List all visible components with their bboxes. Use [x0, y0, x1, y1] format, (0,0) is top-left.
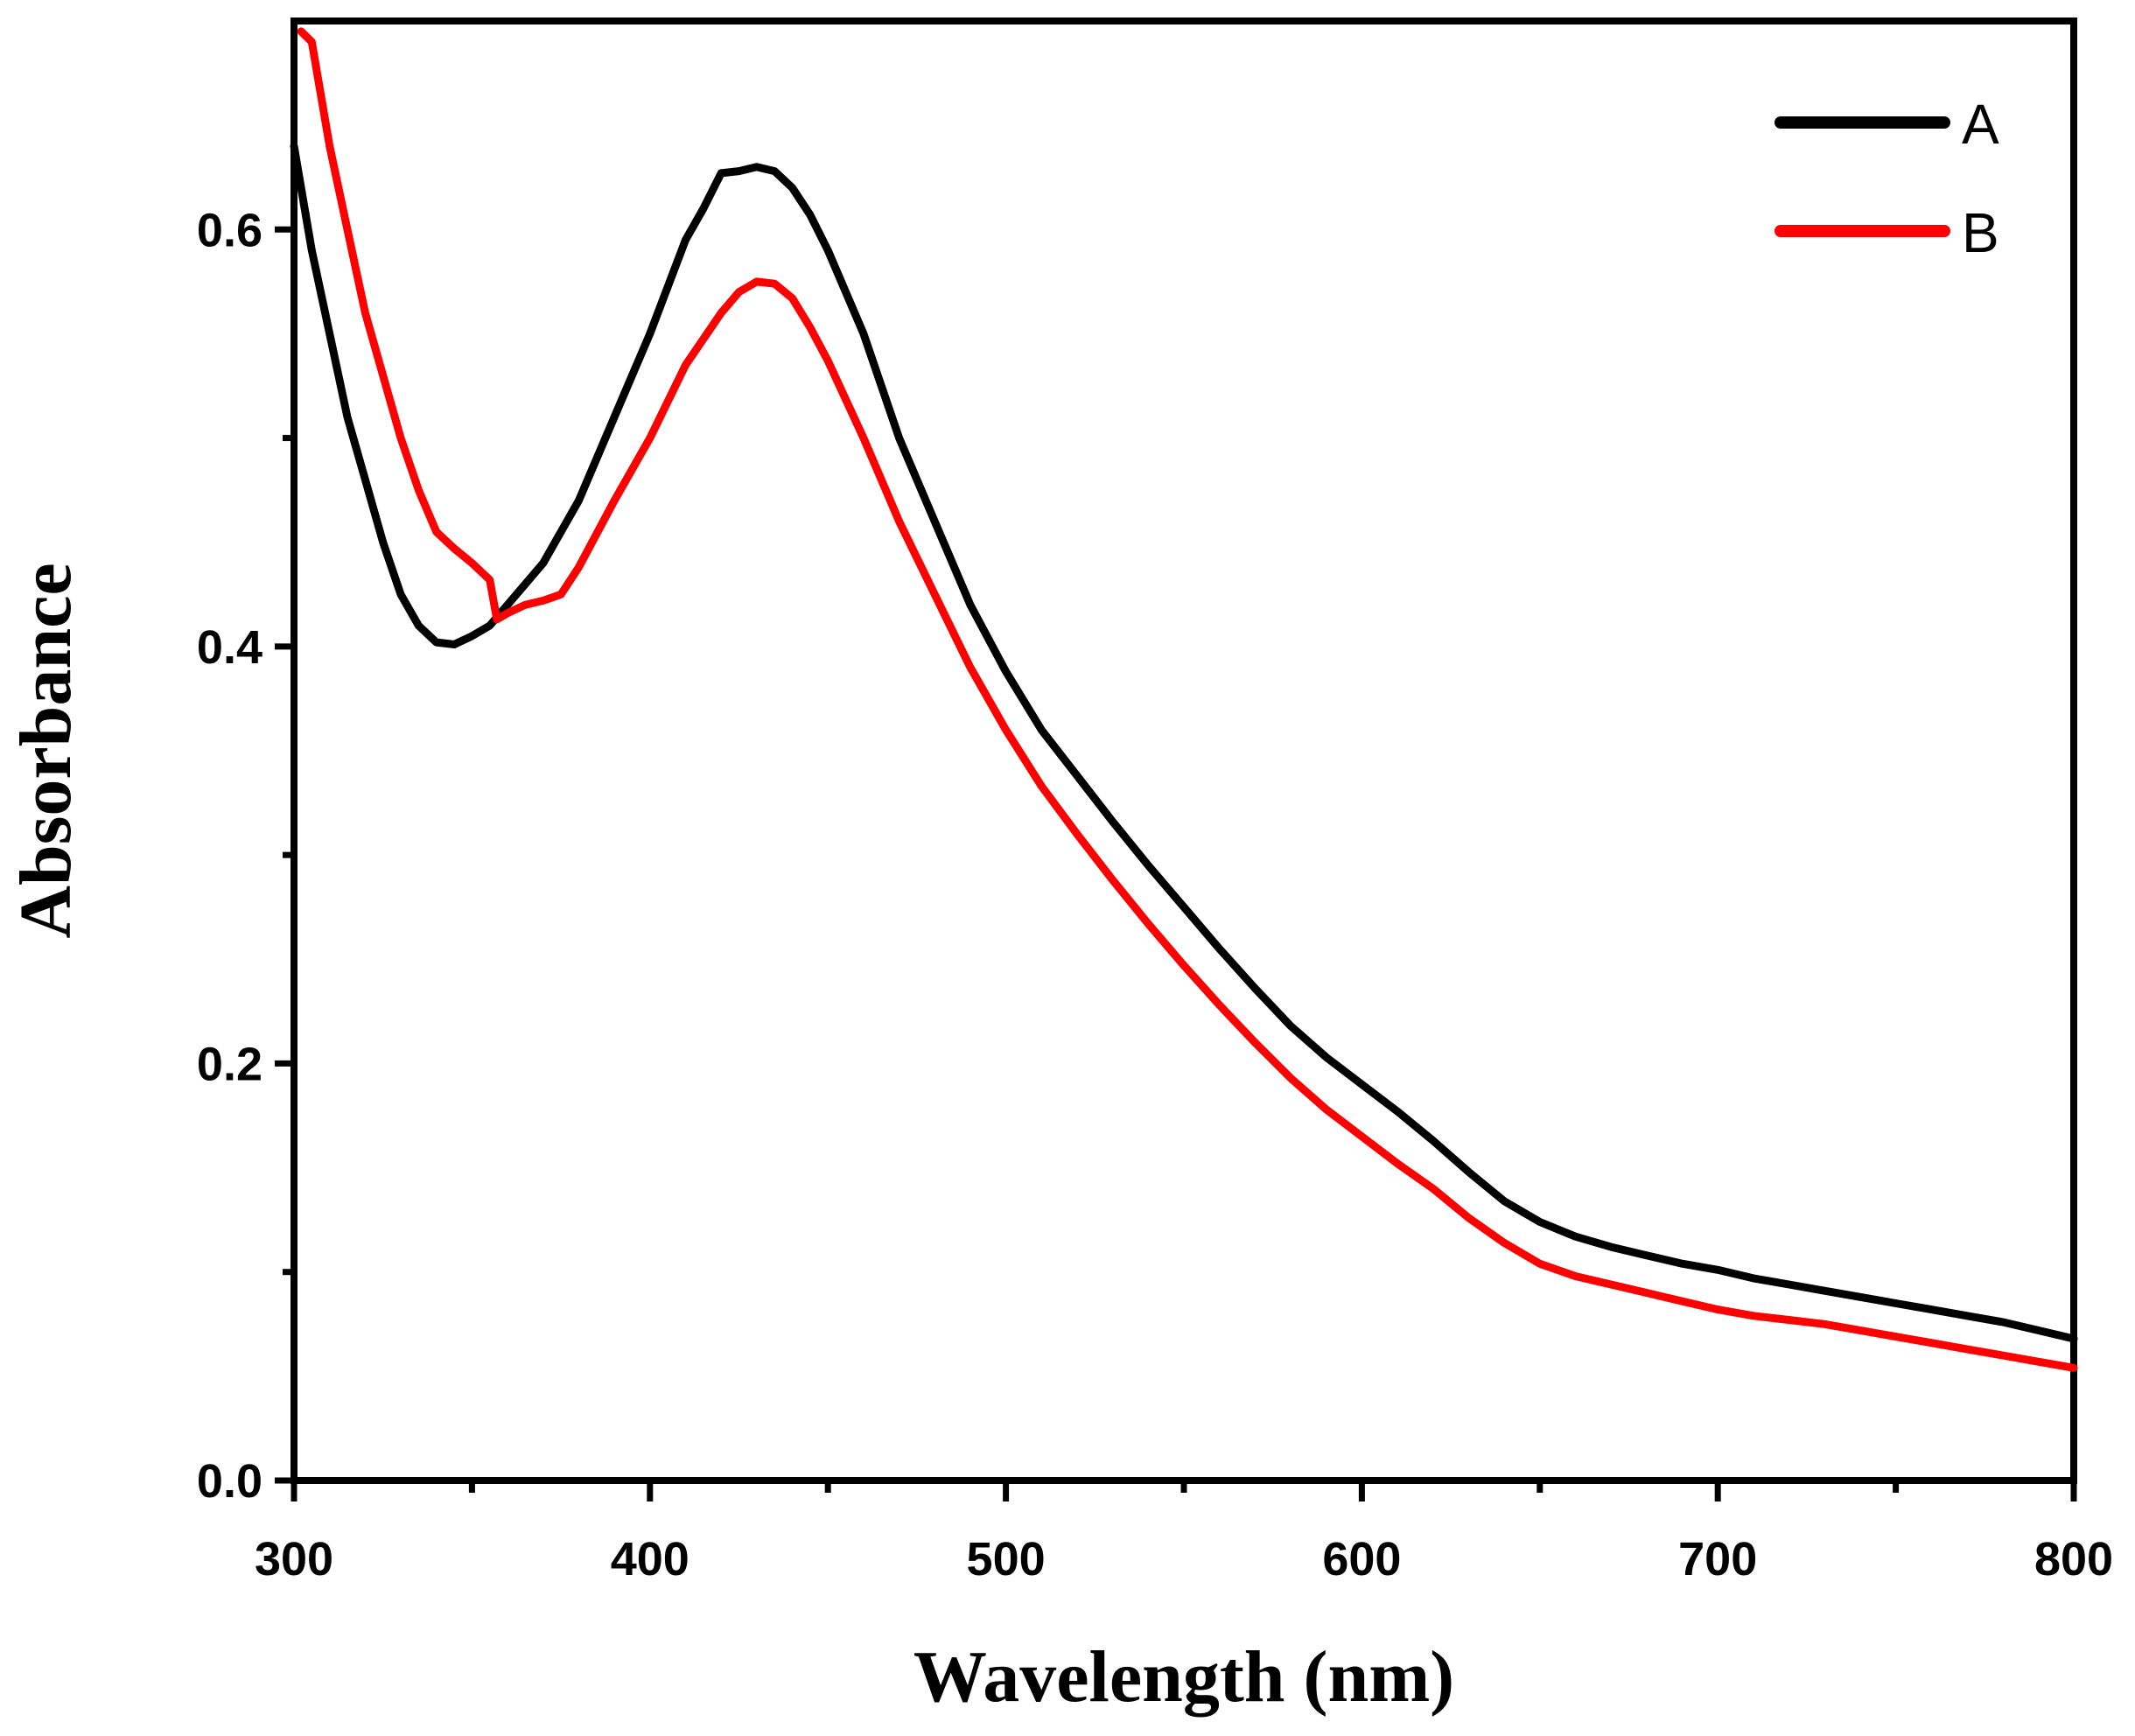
x-axis-ticks: 300 400 500 600 700 800	[255, 1480, 2113, 1586]
x-tick-label: 300	[255, 1533, 333, 1586]
y-axis-title: Absorbance	[5, 563, 87, 938]
series-layer	[290, 27, 2078, 1372]
x-tick-label: 400	[611, 1533, 690, 1586]
legend-label-B: B	[1962, 201, 1999, 264]
x-axis-title: Wavelength (nm)	[914, 1636, 1454, 1718]
series-line-B	[297, 27, 2078, 1372]
plot-area	[290, 18, 2077, 1484]
x-tick-label: 800	[2034, 1533, 2113, 1586]
y-tick-label: 0.6	[197, 204, 262, 256]
y-tick-label: 0.0	[197, 1455, 262, 1508]
legend: AB	[1774, 93, 1999, 264]
legend-label-A: A	[1962, 93, 1999, 156]
y-axis-ticks: 0.0 0.2 0.4 0.6	[197, 204, 294, 1508]
x-tick-label: 600	[1322, 1533, 1401, 1586]
y-tick-label: 0.4	[197, 621, 262, 674]
x-tick-label: 700	[1678, 1533, 1757, 1586]
x-tick-label: 500	[967, 1533, 1046, 1586]
y-tick-label: 0.2	[197, 1038, 262, 1090]
series-line-A	[290, 142, 2078, 1343]
